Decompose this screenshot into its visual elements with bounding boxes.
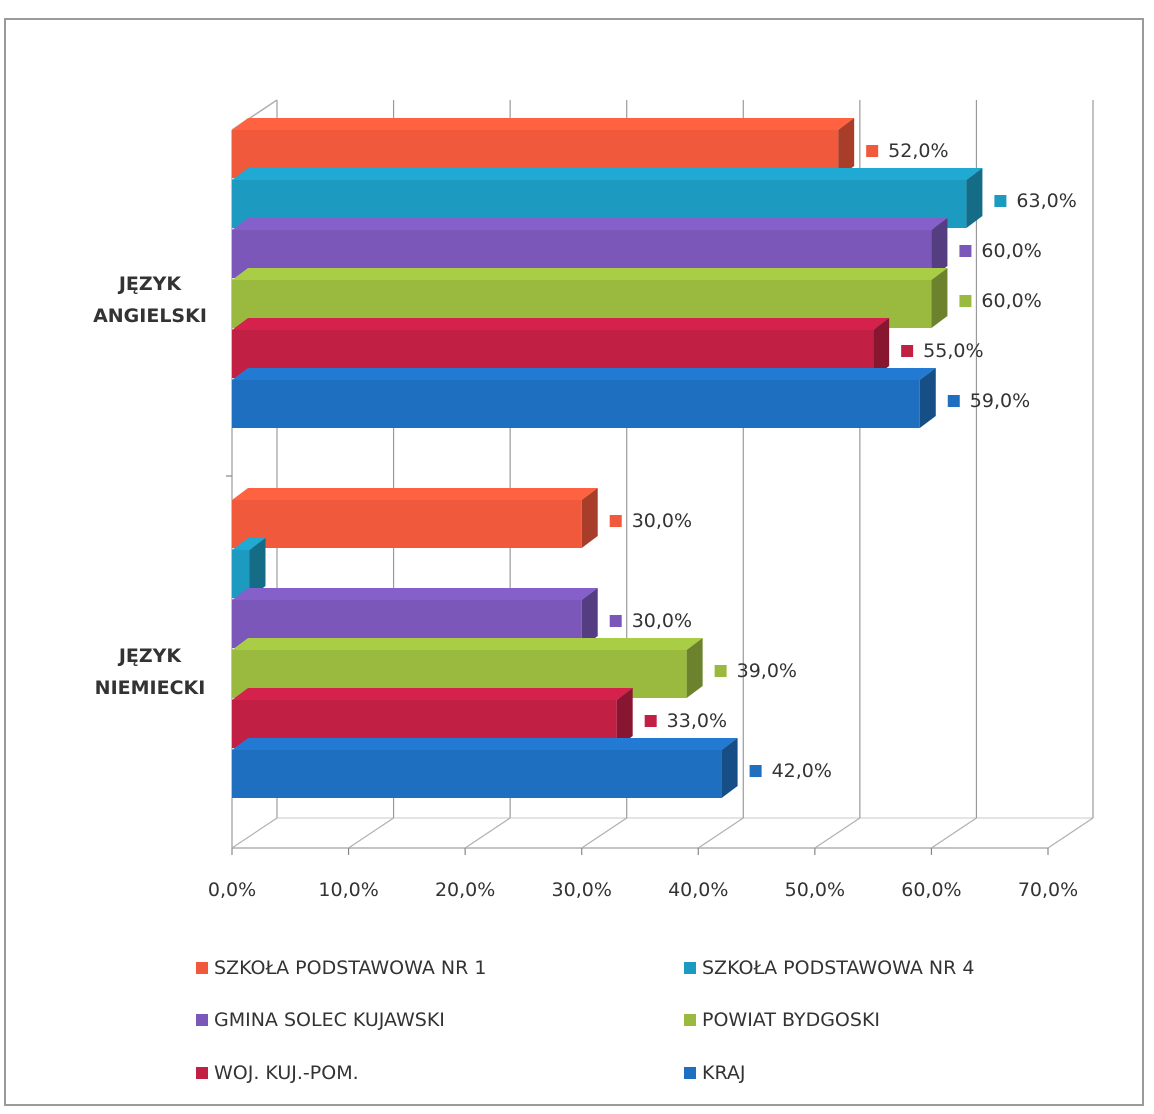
category-label: ANGIELSKI: [93, 305, 207, 327]
floor-gridline: [231, 817, 278, 849]
bar-top-face: [232, 218, 948, 230]
bar-top-face: [232, 738, 738, 750]
bar-top-face: [232, 638, 703, 650]
bar-top-face: [232, 688, 633, 700]
bar: [232, 500, 582, 548]
category-label: JĘZYK: [117, 645, 183, 667]
legend-swatch: [196, 1067, 208, 1079]
x-tick-label: 10,0%: [318, 879, 378, 901]
floor-gridline: [697, 817, 744, 849]
data-label: 30,0%: [632, 610, 692, 632]
legend-swatch: [684, 1014, 696, 1026]
bar: [232, 750, 722, 798]
data-label: 59,0%: [970, 390, 1030, 412]
legend-swatch: [684, 962, 696, 974]
data-label: 52,0%: [888, 140, 948, 162]
bar-top-face: [232, 488, 598, 500]
x-tick-label: 30,0%: [552, 879, 612, 901]
bar-top-face: [232, 538, 266, 550]
bar-end-face: [686, 638, 703, 698]
data-label-key: [959, 245, 972, 257]
bar-end-face: [721, 738, 738, 798]
floor-gridline: [464, 817, 511, 849]
data-label-key: [714, 665, 727, 677]
legend-label: GMINA SOLEC KUJAWSKI: [214, 1009, 445, 1031]
category-label: JĘZYK: [117, 273, 183, 295]
chart-svg: 0,0% 10,0% 20,0% 30,0% 40,0% 50,0% 60,0% 70,0% 5…: [93, 99, 1094, 1084]
bar-end-face: [966, 168, 983, 228]
x-tick-label: 60,0%: [901, 879, 961, 901]
bar-end-face: [581, 588, 598, 648]
category-label: NIEMIECKI: [95, 677, 206, 699]
bar: [232, 550, 250, 598]
bar-end-face: [931, 218, 948, 278]
legend-label: WOJ. KUJ.-POM.: [214, 1062, 359, 1084]
x-tick-label: 0,0%: [208, 879, 256, 901]
bar: [232, 380, 920, 428]
data-label: 60,0%: [981, 240, 1041, 262]
bar-end-face: [931, 268, 948, 328]
data-label: 42,0%: [772, 760, 832, 782]
x-tick-label: 40,0%: [668, 879, 728, 901]
floor-gridline: [581, 817, 628, 849]
data-label: 63,0%: [1016, 190, 1076, 212]
bar-top-face: [232, 368, 936, 380]
data-label: 55,0%: [923, 340, 983, 362]
data-label-key: [609, 615, 622, 627]
legend-label: SZKOŁA PODSTAWOWA NR 1: [214, 957, 486, 979]
data-label-key: [866, 145, 879, 157]
bar-end-face: [616, 688, 633, 748]
bar-end-face: [838, 118, 855, 178]
data-label: 60,0%: [981, 290, 1041, 312]
bar-top-face: [232, 268, 948, 280]
bar-end-face: [249, 538, 266, 598]
bar-end-face: [873, 318, 890, 378]
data-label-key: [749, 765, 762, 777]
x-tick-label: 70,0%: [1018, 879, 1078, 901]
bar-end-face: [919, 368, 936, 428]
legend-swatch: [684, 1067, 696, 1079]
bar-top-face: [232, 588, 598, 600]
data-label-key: [609, 515, 622, 527]
x-tick-label: 20,0%: [435, 879, 495, 901]
bar-end-face: [581, 488, 598, 548]
floor-gridline: [1047, 817, 1094, 849]
data-label-key: [994, 195, 1007, 207]
x-tick-label: 50,0%: [785, 879, 845, 901]
data-label-key: [901, 345, 914, 357]
floor-gridline: [931, 817, 977, 849]
legend-swatch: [196, 1014, 208, 1026]
floor-gridline: [348, 817, 394, 849]
legend-label: POWIAT BYDGOSKI: [702, 1009, 880, 1031]
bar-top-face: [232, 118, 855, 130]
data-label-key: [947, 395, 960, 407]
floor-gridline: [814, 817, 861, 849]
bar-top-face: [232, 318, 890, 330]
data-label: 30,0%: [632, 510, 692, 532]
data-label: 33,0%: [667, 710, 727, 732]
legend-swatch: [196, 962, 208, 974]
legend-label: SZKOŁA PODSTAWOWA NR 4: [702, 957, 974, 979]
bar-top-face: [232, 168, 983, 180]
data-label-key: [959, 295, 972, 307]
data-label-key: [644, 715, 657, 727]
chart-frame: 0,0% 10,0% 20,0% 30,0% 40,0% 50,0% 60,0% 70,0% 5…: [4, 18, 1144, 1106]
data-label: 39,0%: [737, 660, 797, 682]
legend-label: KRAJ: [702, 1062, 746, 1084]
